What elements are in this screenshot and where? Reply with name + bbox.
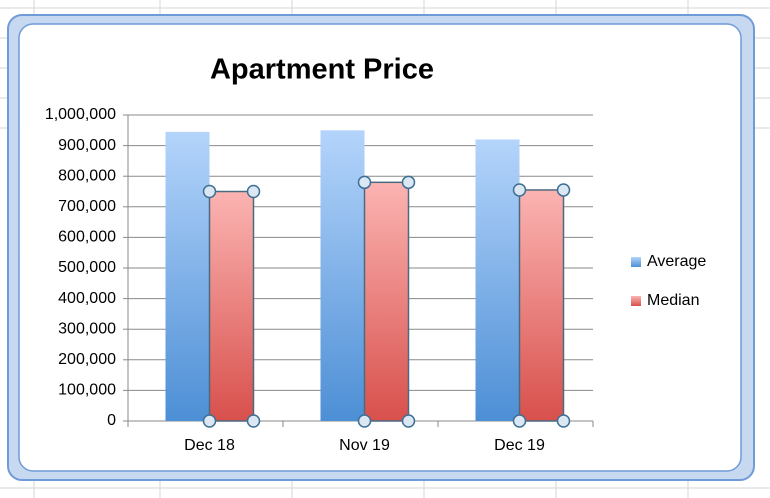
y-tick-label: 400,000	[58, 290, 116, 307]
y-tick-label: 100,000	[58, 382, 116, 399]
selection-handle	[512, 183, 527, 197]
y-tick-label: 1,000,000	[45, 106, 116, 123]
selection-handle	[556, 183, 571, 197]
x-tick-label: Dec 19	[494, 437, 545, 454]
selection-handle	[246, 414, 261, 428]
y-tick-label: 0	[107, 412, 116, 429]
y-tick-label: 900,000	[58, 137, 116, 154]
bar	[165, 131, 210, 421]
legend-swatch	[631, 296, 641, 306]
selection-handle	[246, 184, 261, 199]
chart-title: Apartment Price	[210, 54, 434, 86]
selection-handle	[556, 414, 571, 428]
selection-handle	[202, 414, 217, 428]
bar	[208, 190, 255, 422]
x-tick-label: Dec 18	[184, 437, 235, 454]
selection-handle	[401, 414, 416, 428]
bar	[518, 189, 565, 422]
legend-swatch	[631, 257, 641, 267]
legend-label: Average	[647, 253, 706, 270]
y-tick-label: 500,000	[58, 259, 116, 276]
x-tick-label: Nov 19	[339, 437, 390, 454]
plot-area: 0 100,000 200,000 300,000 400,000 500,000 600,…	[45, 106, 707, 454]
selection-handle	[357, 175, 372, 190]
y-tick-label: 800,000	[58, 167, 116, 184]
bar	[320, 130, 365, 422]
selection-handle	[202, 184, 217, 199]
legend-label: Median	[647, 292, 699, 309]
y-tick-label: 600,000	[58, 229, 116, 246]
selection-handle	[357, 414, 372, 428]
y-tick-label: 200,000	[58, 351, 116, 368]
bar	[363, 181, 410, 422]
y-tick-label: 700,000	[58, 198, 116, 215]
bar	[475, 139, 520, 422]
selection-handle	[401, 175, 416, 190]
y-tick-label: 300,000	[58, 320, 116, 337]
selection-handle	[512, 414, 527, 428]
